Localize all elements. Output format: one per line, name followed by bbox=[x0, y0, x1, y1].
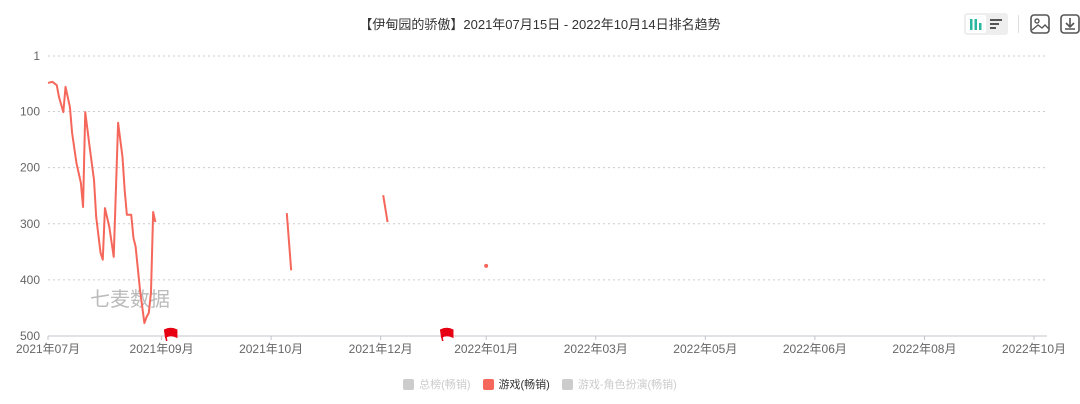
y-tick-label: 100 bbox=[20, 105, 40, 119]
x-tick-label: 2021年07月 bbox=[16, 342, 80, 356]
download-icon[interactable] bbox=[1059, 13, 1080, 35]
bar-chart-icon[interactable] bbox=[966, 15, 986, 33]
x-tick-label: 2022年01月 bbox=[454, 342, 518, 356]
series-line bbox=[382, 194, 389, 223]
event-flag-icon bbox=[439, 327, 454, 342]
watermark: 七麦数据 bbox=[90, 287, 170, 311]
event-flag-icon bbox=[163, 327, 178, 342]
chart-title: 【伊甸园的骄傲】2021年07月15日 - 2022年10月14日排名趋势 bbox=[359, 17, 721, 32]
legend-item-overall[interactable]: 总榜(畅销) bbox=[403, 376, 471, 392]
x-tick-label: 2022年10月 bbox=[1002, 342, 1066, 356]
series-line bbox=[47, 80, 157, 325]
y-tick-label: 500 bbox=[20, 329, 40, 343]
series-line bbox=[285, 213, 293, 271]
data-point bbox=[484, 263, 489, 268]
y-tick-label: 300 bbox=[20, 217, 40, 231]
list-icon[interactable] bbox=[986, 15, 1006, 33]
x-tick-label: 2021年10月 bbox=[239, 342, 303, 356]
x-tick-label: 2022年08月 bbox=[892, 342, 956, 356]
legend-item-rpg[interactable]: 游戏-角色扮演(畅销) bbox=[561, 376, 677, 392]
legend-label: 总榜(畅销) bbox=[419, 379, 471, 391]
image-download-icon[interactable] bbox=[1029, 13, 1051, 35]
x-tick-label: 2022年05月 bbox=[673, 342, 737, 356]
legend-swatch bbox=[561, 378, 573, 390]
x-tick-label: 2021年12月 bbox=[349, 342, 413, 356]
legend-label: 游戏(畅销) bbox=[498, 379, 550, 391]
legend-item-games[interactable]: 游戏(畅销) bbox=[482, 376, 550, 392]
divider bbox=[1018, 15, 1019, 33]
legend-swatch bbox=[403, 378, 415, 390]
legend-label: 游戏-角色扮演(畅销) bbox=[577, 379, 677, 391]
view-toggle bbox=[964, 13, 1008, 35]
legend-swatch bbox=[482, 378, 494, 390]
y-tick-label: 200 bbox=[20, 161, 40, 175]
y-tick-label: 400 bbox=[20, 273, 40, 287]
y-tick-label: 1 bbox=[33, 49, 40, 63]
x-tick-label: 2021年09月 bbox=[130, 342, 194, 356]
x-tick-label: 2022年06月 bbox=[783, 342, 847, 356]
x-tick-label: 2022年03月 bbox=[564, 342, 628, 356]
legend: 总榜(畅销) 游戏(畅销) 游戏-角色扮演(畅销) bbox=[0, 376, 1080, 392]
toolbar bbox=[964, 13, 1080, 35]
